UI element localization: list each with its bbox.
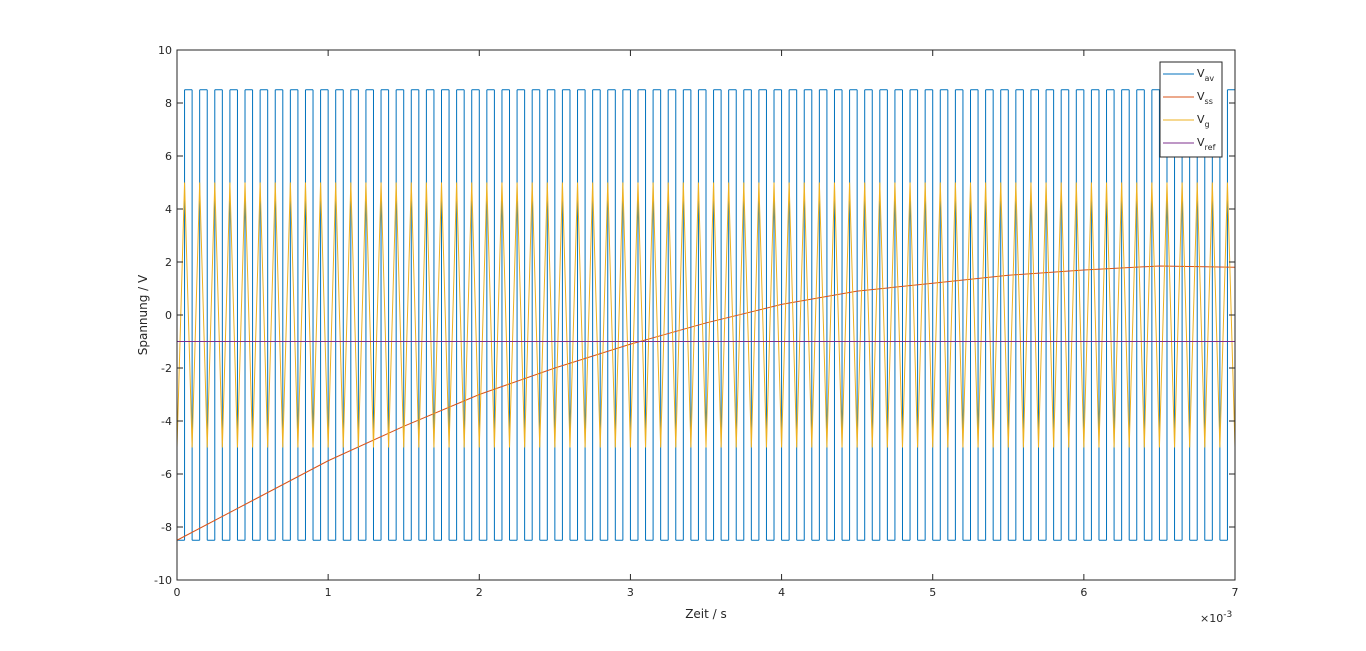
legend-label: Vav: [1197, 67, 1214, 83]
x-tick-label: 4: [778, 586, 785, 599]
x-tick-label: 6: [1080, 586, 1087, 599]
y-tick-label: 0: [165, 309, 172, 322]
legend-subscript: ss: [1205, 97, 1213, 106]
y-tick-label: 10: [158, 44, 172, 57]
y-tick-label: -10: [154, 574, 172, 587]
x-exponent: ×10-3: [1200, 610, 1232, 625]
y-tick-label: 4: [165, 203, 172, 216]
y-tick-label: -2: [161, 362, 172, 375]
legend-label: Vss: [1197, 90, 1213, 106]
legend-subscript: ref: [1205, 143, 1216, 152]
y-tick-label: -8: [161, 521, 172, 534]
x-tick-label: 0: [174, 586, 181, 599]
x-exponent-base: ×10: [1200, 612, 1223, 625]
legend-name: V: [1197, 90, 1205, 103]
y-tick-label: -4: [161, 415, 172, 428]
legend-name: V: [1197, 136, 1205, 149]
x-axis-label: Zeit / s: [685, 607, 727, 621]
x-tick-label: 2: [476, 586, 483, 599]
y-tick-label: 6: [165, 150, 172, 163]
step-riser: [184, 89, 1235, 541]
legend-subscript: av: [1205, 74, 1215, 83]
y-axis-label: Spannung / V: [136, 274, 150, 355]
legend-name: V: [1197, 67, 1205, 80]
legend-label: Vref: [1197, 136, 1216, 152]
legend-label: Vg: [1197, 113, 1210, 129]
legend-box: [1159, 61, 1223, 158]
legend-subscript: g: [1205, 120, 1210, 129]
series-line: [177, 182, 1235, 448]
x-tick-label: 5: [929, 586, 936, 599]
y-tick-label: 2: [165, 256, 172, 269]
legend-name: V: [1197, 113, 1205, 126]
x-tick-label: 7: [1232, 586, 1239, 599]
plot-area: [177, 89, 1235, 541]
y-tick-label: 8: [165, 97, 172, 110]
x-tick-label: 1: [325, 586, 332, 599]
y-tick-label: -6: [161, 468, 172, 481]
x-tick-label: 3: [627, 586, 634, 599]
x-exponent-power: -3: [1223, 610, 1232, 620]
